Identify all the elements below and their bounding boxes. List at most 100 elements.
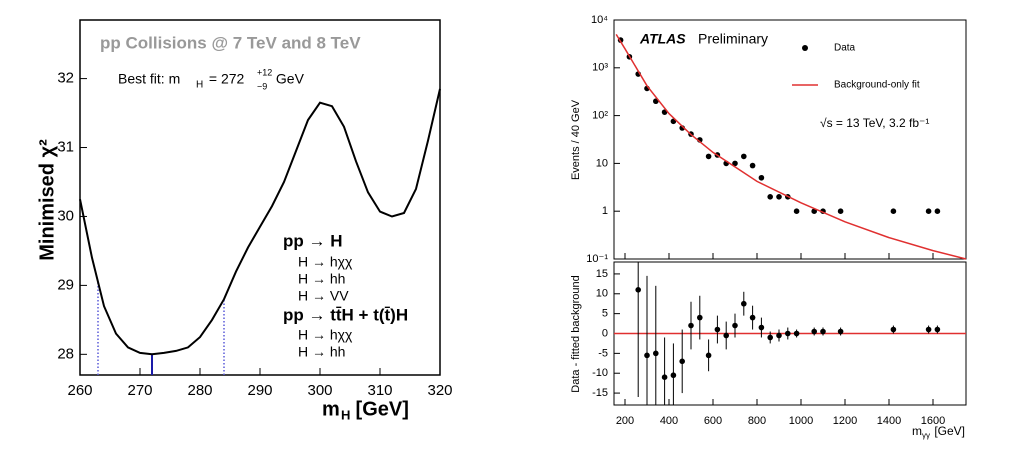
annotation: +12	[257, 67, 272, 77]
legend-label: Background-only fit	[834, 80, 920, 91]
data-point	[767, 194, 773, 200]
data-point	[767, 334, 773, 341]
data-point	[785, 330, 791, 337]
y-tick-label: 10⁻¹	[586, 253, 608, 265]
annotation: GeV	[272, 71, 305, 87]
data-point	[732, 322, 738, 329]
data-point	[723, 332, 729, 339]
data-point	[793, 208, 800, 214]
y-tick-label: 10	[596, 288, 608, 300]
annotation: H	[196, 80, 203, 91]
data-point	[705, 352, 712, 359]
data-point	[925, 208, 932, 214]
x-axis-label: H	[341, 407, 350, 422]
y-tick-label: 1	[602, 205, 608, 217]
x-tick-label: 320	[427, 382, 452, 399]
data-point	[793, 330, 800, 337]
data-point	[688, 322, 694, 329]
data-point	[635, 287, 641, 293]
data-point	[714, 326, 721, 333]
legend-text: pp → H	[283, 231, 343, 250]
data-point	[679, 358, 685, 365]
data-point	[925, 326, 932, 333]
data-point	[653, 350, 659, 357]
data-point	[705, 153, 712, 160]
plot-frame	[613, 19, 967, 260]
data-point	[890, 208, 897, 214]
x-axis-label: [GeV]	[931, 424, 965, 438]
annotation: Best fit: m	[118, 71, 180, 87]
y-tick-label: 10⁴	[591, 14, 608, 26]
y-axis-label: Events / 40 GeV	[570, 99, 582, 180]
x-tick-label: 310	[367, 382, 392, 399]
y-axis-label: Data - fitted background	[570, 275, 582, 392]
data-point	[837, 328, 844, 335]
data-point	[837, 208, 844, 214]
legend-text: pp → tt̄H + t(t̄)H	[283, 305, 408, 324]
data-point	[644, 352, 650, 359]
data-point	[776, 332, 782, 339]
data-point	[811, 328, 817, 335]
data-point	[697, 314, 703, 321]
x-tick-label: 1200	[833, 415, 857, 427]
annotation: −9	[257, 81, 267, 91]
data-point	[670, 372, 677, 379]
legend-text: H → hh	[298, 271, 345, 287]
y-tick-label: -10	[592, 367, 608, 379]
legend-marker	[802, 45, 808, 51]
data-point	[934, 326, 941, 333]
y-tick-label: 29	[57, 276, 74, 293]
data-point	[732, 160, 738, 167]
y-tick-label: 10³	[592, 62, 608, 74]
x-tick-label: 400	[660, 415, 678, 427]
y-tick-label: -15	[592, 387, 608, 399]
x-tick-label: 1000	[789, 415, 813, 427]
data-point	[820, 328, 826, 335]
x-tick-label: 260	[67, 382, 92, 399]
y-tick-label: -5	[598, 347, 608, 359]
x-axis-label: m	[322, 398, 340, 420]
data-point	[758, 174, 765, 181]
x-tick-label: 290	[247, 382, 272, 399]
x-tick-label: 300	[307, 382, 332, 399]
data-point	[741, 300, 747, 307]
legend-text: H → hh	[298, 344, 345, 360]
fit-line	[615, 34, 967, 260]
legend-text: H → hχχ	[298, 254, 353, 270]
x-tick-label: 200	[616, 415, 634, 427]
data-point	[661, 374, 668, 380]
y-tick-label: 0	[602, 327, 608, 339]
x-tick-label: 270	[127, 382, 152, 399]
legend-text: H → VV	[298, 288, 349, 304]
y-tick-label: 10²	[592, 110, 608, 122]
y-tick-label: 28	[57, 345, 74, 362]
y-tick-label: 30	[57, 207, 74, 224]
curve	[79, 88, 441, 356]
annotation: ATLAS	[639, 31, 686, 47]
y-tick-label: 15	[596, 268, 608, 280]
annotation: √s = 13 TeV, 3.2 fb⁻¹	[820, 116, 929, 130]
data-point	[776, 194, 782, 200]
data-point	[741, 153, 747, 160]
data-point	[749, 162, 756, 169]
y-tick-label: 32	[57, 70, 74, 87]
data-point	[934, 208, 941, 214]
x-tick-label: 600	[704, 415, 722, 427]
y-axis-label: Minimised χ²	[36, 139, 58, 261]
legend-label: Data	[834, 43, 856, 54]
data-point	[890, 326, 897, 333]
x-axis-label: m	[912, 424, 922, 438]
x-tick-label: 800	[748, 415, 766, 427]
data-point	[758, 324, 765, 331]
data-point	[749, 314, 756, 321]
legend-text: H → hχχ	[298, 327, 353, 343]
x-tick-label: 280	[187, 382, 212, 399]
x-tick-label: 1600	[921, 415, 945, 427]
y-tick-label: 31	[57, 138, 74, 155]
y-tick-label: 10	[596, 157, 608, 169]
x-axis-label: [GeV]	[350, 398, 409, 420]
chart-title: pp Collisions @ 7 TeV and 8 TeV	[100, 33, 361, 52]
y-tick-label: 5	[602, 308, 608, 320]
annotation: = 272	[205, 71, 248, 87]
